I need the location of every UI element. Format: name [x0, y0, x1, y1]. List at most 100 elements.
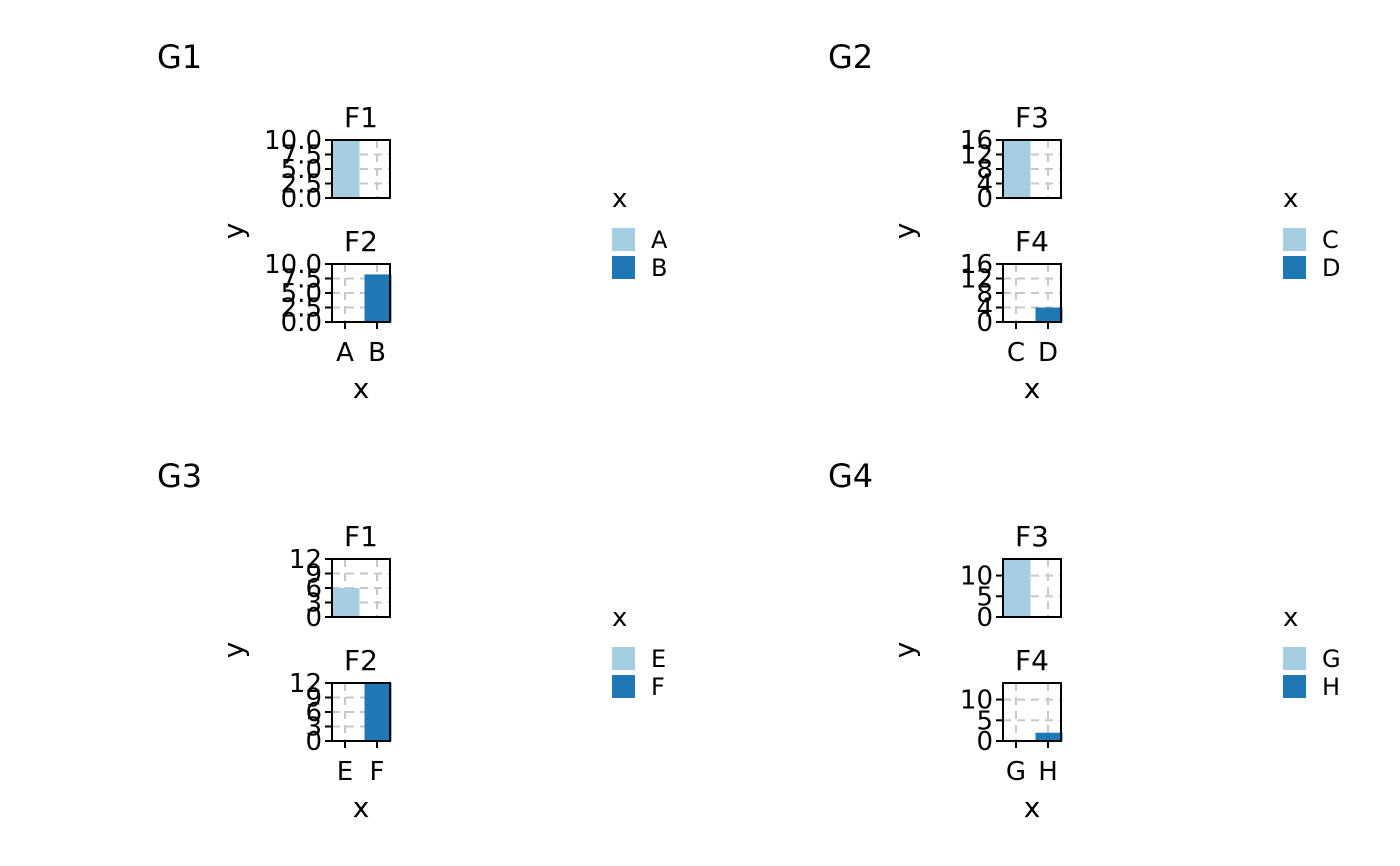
x-tick-label: A: [336, 338, 354, 368]
facet-panel-f2: F2 0.02.55.07.510.0 A B: [264, 225, 392, 368]
legend-title: x: [612, 184, 627, 214]
facet-strip-label: F4: [1015, 644, 1049, 677]
bar-h: [1035, 732, 1063, 741]
legend-label: C: [1322, 226, 1339, 254]
x-tick-label: F: [370, 757, 385, 787]
y-tick-label: 9: [305, 684, 322, 714]
group-title: G3: [157, 457, 202, 495]
y-tick-label: 7.5: [281, 265, 322, 295]
y-tick-label: 10.0: [264, 250, 322, 280]
legend-label: E: [651, 645, 666, 673]
y-tick-label: 9: [305, 560, 322, 590]
y-tick-label: 16: [960, 250, 993, 280]
legend-key-f: [612, 675, 635, 698]
y-tick-label: 4: [976, 170, 993, 200]
legend-key-g: [1283, 647, 1306, 670]
y-tick-label: 3: [305, 713, 322, 743]
y-tick-label: 2.5: [281, 294, 322, 324]
y-tick-label: 0.0: [281, 184, 322, 214]
panel-border: [1002, 682, 1062, 742]
legend: xEF: [612, 603, 666, 701]
y-axis-label: y: [888, 642, 921, 659]
panel-border: [1002, 558, 1062, 618]
legend-key-e: [612, 647, 635, 670]
facet-strip-label: F2: [344, 225, 378, 258]
bar-c: [1003, 140, 1031, 198]
group-title: G2: [828, 38, 873, 76]
y-tick-label: 0: [976, 727, 993, 757]
legend-title: x: [1283, 603, 1298, 633]
y-tick-label: 4: [976, 294, 993, 324]
bar-a: [332, 140, 360, 198]
y-tick-label: 8: [976, 155, 993, 185]
bar-e: [332, 588, 360, 617]
y-tick-label: 5.0: [281, 155, 322, 185]
y-tick-label: 8: [976, 279, 993, 309]
y-tick-label: 12: [960, 265, 993, 295]
y-axis-label: y: [217, 642, 250, 659]
y-tick-label: 5: [976, 582, 993, 612]
legend-title: x: [1283, 184, 1298, 214]
y-tick-label: 2.5: [281, 170, 322, 200]
legend-key-d: [1283, 256, 1306, 279]
y-tick-label: 5.0: [281, 279, 322, 309]
x-tick-label: C: [1007, 338, 1025, 368]
legend-label: F: [651, 673, 665, 701]
facet-strip-label: F1: [344, 101, 378, 134]
x-axis-label: x: [353, 372, 370, 405]
y-tick-label: 5: [976, 706, 993, 736]
y-tick-label: 0: [305, 727, 322, 757]
x-tick-label: E: [337, 757, 353, 787]
y-axis-label: y: [888, 223, 921, 240]
y-tick-label: 12: [289, 545, 322, 575]
group-title: G1: [157, 38, 202, 76]
legend-key-a: [612, 228, 635, 251]
legend-key-c: [1283, 228, 1306, 251]
legend: xGH: [1283, 603, 1341, 701]
bar-g: [1003, 559, 1031, 617]
y-tick-label: 0: [305, 603, 322, 633]
group-title: G4: [828, 457, 873, 495]
facet-strip-label: F3: [1015, 520, 1049, 553]
y-tick-label: 16: [960, 126, 993, 156]
y-tick-label: 7.5: [281, 141, 322, 171]
facet-strip-label: F1: [344, 520, 378, 553]
y-tick-label: 12: [289, 669, 322, 699]
bar-d: [1035, 307, 1063, 322]
y-tick-label: 0.0: [281, 308, 322, 338]
x-axis-label: x: [353, 791, 370, 824]
bar-b: [364, 274, 392, 322]
x-tick-label: B: [368, 338, 386, 368]
legend: xAB: [612, 184, 668, 282]
bar-f: [364, 683, 392, 741]
legend-label: A: [651, 226, 668, 254]
y-tick-label: 0: [976, 184, 993, 214]
y-tick-label: 0: [976, 603, 993, 633]
y-tick-label: 3: [305, 589, 322, 619]
facet-strip-label: F3: [1015, 101, 1049, 134]
y-tick-label: 12: [960, 141, 993, 171]
legend-label: H: [1322, 673, 1340, 701]
y-tick-label: 6: [305, 698, 322, 728]
legend-label: D: [1322, 254, 1340, 282]
x-tick-label: H: [1038, 757, 1058, 787]
legend: xCD: [1283, 184, 1340, 282]
legend-key-h: [1283, 675, 1306, 698]
y-tick-label: 6: [305, 574, 322, 604]
y-tick-label: 10.0: [264, 126, 322, 156]
legend-title: x: [612, 603, 627, 633]
x-tick-label: D: [1038, 338, 1058, 368]
y-tick-label: 0: [976, 308, 993, 338]
y-axis-label: y: [217, 223, 250, 240]
facet-panel-f1: F1 0.02.55.07.510.0: [264, 101, 391, 214]
